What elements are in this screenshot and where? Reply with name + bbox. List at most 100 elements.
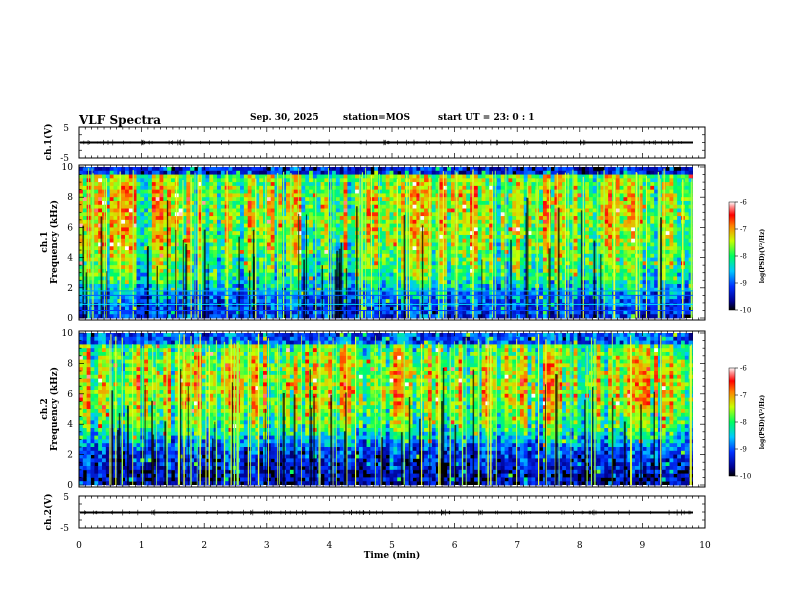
spectrogram-cell [289,299,295,304]
spectrogram-cell [82,268,88,274]
spectrogram-cell [171,193,176,198]
spectrogram-cell [228,223,233,228]
spectrogram-cell [519,287,525,292]
spectrogram-cell [90,219,95,225]
spectrogram-cell [293,265,298,270]
spectrogram-cell [213,208,218,213]
spectrogram-cell [125,178,130,183]
spectrogram-cell [389,219,394,225]
spectrogram-cell [289,204,295,209]
spectrogram-cell [182,253,187,258]
spectrogram-cell [167,261,172,266]
spectrogram-cell [155,227,160,232]
spectrogram-cell [190,200,195,206]
spectrogram-cell [408,231,413,236]
spectrogram-cell [209,212,214,217]
spectrogram-cell [309,170,314,175]
spectrogram-cell [305,310,310,315]
spectrogram-cell [385,231,390,236]
spectrogram-cell [259,284,264,289]
spectrogram-cell [424,261,429,266]
spectrogram-cell [339,189,344,194]
spectrogram-cell [105,238,111,243]
spectrogram-cell [128,219,134,225]
spectrogram-cell [412,253,417,258]
spectrogram-cell [232,280,237,285]
spectrogram-cell [163,238,168,243]
spectrogram-cell [240,208,245,213]
spectrogram-cell [523,167,528,172]
spectrogram-cell [140,291,145,296]
spectrogram-cell [94,167,99,172]
spectrogram-cell [374,174,379,179]
spectrogram-cell [408,212,413,217]
spectrogram-cell [312,216,318,221]
spectrogram-cell [121,287,126,292]
spectrogram-cell [243,167,249,172]
spectrogram-cell [362,295,367,300]
spectrogram-cell [232,314,237,319]
spectrogram-cell [481,280,486,285]
spectrogram-cell [125,261,130,266]
spectrogram-cell [236,310,241,315]
spectrogram-cell [186,223,191,228]
spectrogram-cell [255,284,260,289]
spectrogram-cell [466,246,471,251]
spectrogram-cell [362,246,367,251]
spectrogram-cell [125,212,130,217]
spectrogram-cell [435,231,440,236]
spectrogram-cell [443,280,448,285]
spectrogram-cell [366,302,371,308]
spectrogram-cell [155,170,160,175]
spectrogram-cell [447,167,452,172]
spectrogram-cell [312,257,318,262]
spectrogram-cell [243,208,249,213]
spectrogram-cell [194,268,199,274]
spectrogram-cell [443,276,448,281]
spectrogram-cell [228,227,233,232]
spectrogram-cell [236,268,241,274]
spectrogram-cell [90,204,95,209]
spectrogram-cell [335,178,341,183]
spectrogram-cell [205,302,210,308]
spectrogram-cell [190,291,195,296]
spectrogram-cell [163,223,168,228]
spectrogram-cell [339,219,344,225]
spectrogram-cell [136,242,141,247]
spectrogram-cell [489,276,494,281]
spectrogram-cell [320,182,325,187]
spectrogram-cell [343,250,348,255]
spectrogram-cell [477,272,482,277]
spectrogram-cell [324,284,329,289]
spectrogram-cell [435,310,440,315]
ch1-waveform-ticks [78,126,706,159]
spectrogram-cell [504,212,509,217]
spectrogram-cell [462,250,467,255]
spectrogram-cell [113,261,118,266]
spectrogram-cell [512,197,517,202]
spectrogram-cell [136,212,141,217]
spectrogram-cell [159,299,164,304]
spectrogram-cell [447,197,452,202]
spectrogram-cell [209,265,214,270]
spectrogram-cell [466,189,471,194]
spectrogram-cell [278,223,283,228]
spectrogram-cell [113,238,118,243]
spectrogram-cell [79,253,84,258]
spectrogram-cell [109,212,114,217]
spectrogram-cell [255,242,260,247]
spectrogram-cell [148,231,153,236]
spectrogram-cell [171,284,176,289]
spectrogram-cell [201,182,206,187]
spectrogram-cell [151,310,157,315]
spectrogram-cell [167,284,172,289]
spectrogram-cell [282,223,287,228]
spectrogram-cell [140,295,145,300]
spectrogram-cell [266,261,272,266]
spectrogram-cell [282,302,287,308]
spectrogram-cell [485,223,490,228]
spectrogram-cell [163,204,168,209]
spectrogram-cell [416,295,421,300]
spectrogram-cell [263,219,268,225]
spectrogram-cell [247,227,252,232]
